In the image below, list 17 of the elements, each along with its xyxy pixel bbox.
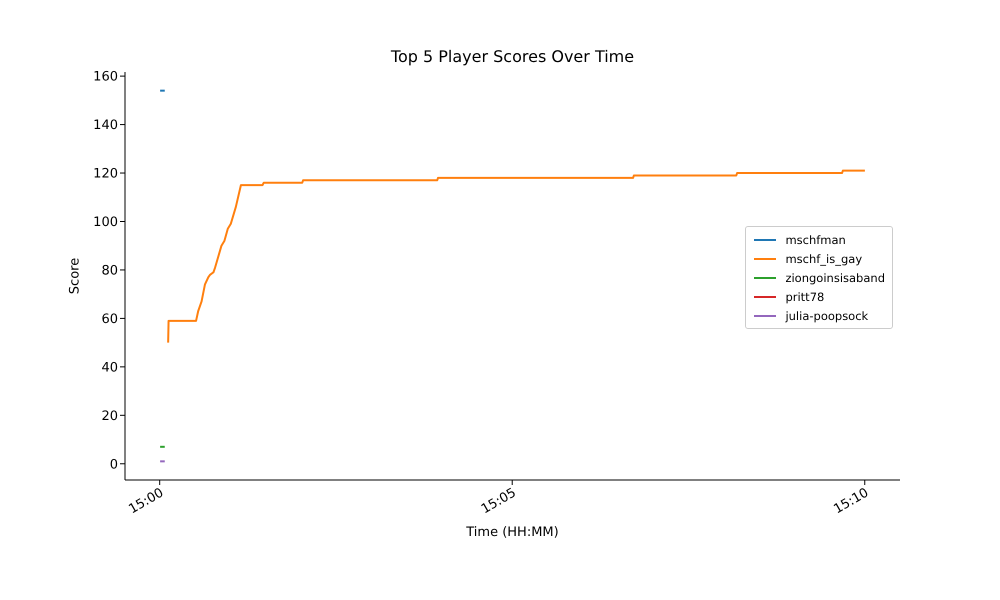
y-tick-label: 60 bbox=[101, 312, 118, 328]
y-tick-label: 100 bbox=[93, 215, 118, 230]
legend-label: mschf_is_gay bbox=[785, 252, 862, 266]
x-axis-title: Time (HH:MM) bbox=[465, 525, 560, 540]
legend-label: pritt78 bbox=[785, 290, 824, 304]
y-tick-label: 80 bbox=[101, 264, 118, 279]
legend-label: ziongoinsisaband bbox=[785, 270, 885, 284]
chart-title: Top 5 Player Scores Over Time bbox=[390, 47, 636, 66]
y-tick-label: 20 bbox=[101, 408, 118, 424]
legend-label: mschfman bbox=[785, 232, 846, 246]
y-tick-label: 0 bbox=[110, 457, 118, 472]
y-tick-label: 120 bbox=[93, 166, 118, 182]
y-tick-label: 160 bbox=[93, 70, 118, 85]
y-tick-label: 40 bbox=[101, 360, 118, 376]
legend-label: julia-poopsock bbox=[785, 308, 868, 322]
y-axis-title: Score bbox=[68, 258, 82, 294]
y-tick-label: 140 bbox=[93, 118, 118, 134]
